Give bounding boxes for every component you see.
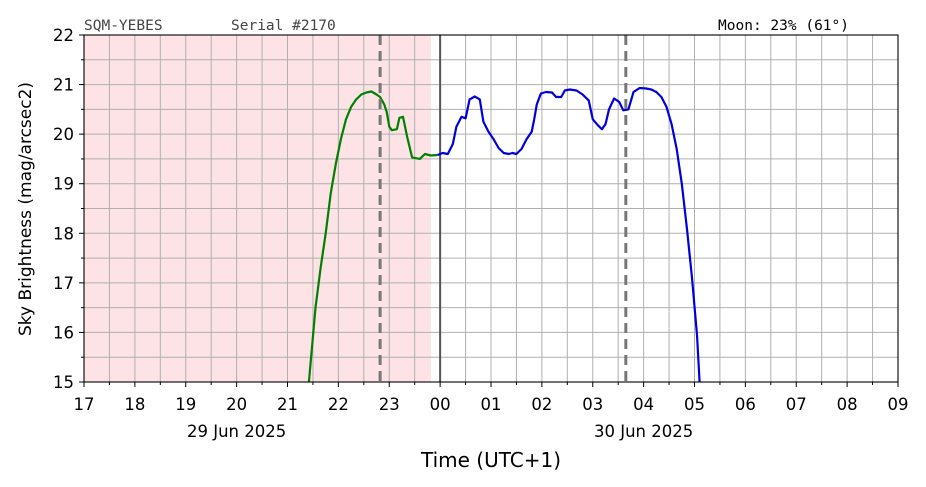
- x-tick-label: 05: [684, 395, 705, 414]
- x-tick-label: 20: [226, 395, 247, 414]
- date-label: 29 Jun 2025: [187, 422, 286, 441]
- x-tick-label: 09: [888, 395, 909, 414]
- serial-number: Serial #2170: [231, 18, 336, 34]
- moon-info: Moon: 23% (61°): [718, 18, 849, 34]
- x-tick-label: 07: [786, 395, 807, 414]
- x-tick-label: 03: [582, 395, 603, 414]
- tick-layer: 17 18 19 20 21 22 23 00 01 02 03 04 05 06 07 08 09 15 16 17…: [53, 26, 909, 441]
- y-tick-label: 16: [53, 323, 74, 342]
- y-tick-label: 17: [53, 274, 74, 293]
- x-tick-label: 18: [124, 395, 145, 414]
- brightness-series-1: [307, 90, 438, 383]
- x-tick-label: 23: [379, 395, 400, 414]
- station-name: SQM-YEBES: [84, 18, 163, 34]
- date-label: 30 Jun 2025: [594, 422, 693, 441]
- y-tick-label: 21: [53, 76, 74, 95]
- x-tick-label: 21: [277, 395, 298, 414]
- y-tick-label: 22: [53, 26, 74, 45]
- y-axis-label: Sky Brightness (mag/arcsec2): [16, 82, 36, 336]
- x-tick-label: 08: [837, 395, 858, 414]
- y-tick-label: 15: [53, 373, 74, 392]
- x-tick-label: 22: [328, 395, 349, 414]
- x-tick-label: 04: [633, 395, 654, 414]
- series-layer: [307, 35, 701, 383]
- brightness-series-2: [437, 86, 701, 383]
- x-tick-label: 17: [74, 395, 95, 414]
- x-tick-label: 06: [735, 395, 756, 414]
- x-tick-label: 01: [481, 395, 502, 414]
- x-axis-label: Time (UTC+1): [420, 448, 561, 472]
- y-tick-label: 18: [53, 224, 74, 243]
- x-tick-label: 00: [430, 395, 451, 414]
- y-tick-label: 20: [53, 125, 74, 144]
- x-tick-label: 02: [531, 395, 552, 414]
- x-tick-label: 19: [175, 395, 196, 414]
- y-tick-label: 19: [53, 175, 74, 194]
